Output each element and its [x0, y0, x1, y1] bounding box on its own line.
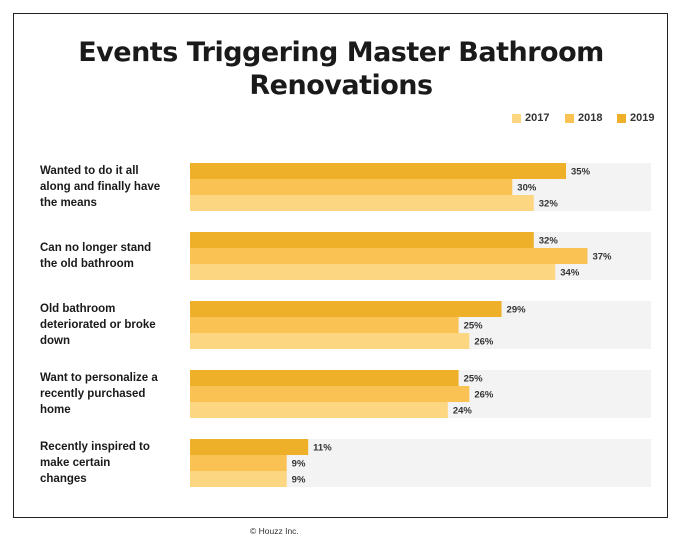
data-label-2017: 32% [539, 199, 559, 210]
category-label-line: Wanted to do it all [40, 165, 139, 177]
chart-title-line-1: Events Triggering Master Bathroom [78, 37, 604, 68]
data-label-2017: 24% [453, 406, 473, 417]
category-label: Can no longer stand the old bathroom [40, 240, 180, 272]
data-label-2019: 32% [539, 236, 559, 247]
category-label-line: Can no longer stand [40, 242, 152, 254]
data-label-2017: 9% [292, 475, 306, 486]
legend-label-2018: 2018 [578, 112, 603, 124]
category-label-line: changes [40, 473, 87, 485]
bar-2017 [190, 195, 534, 211]
legend-item-2019: 2019 [617, 112, 654, 124]
data-label-2017: 26% [474, 337, 494, 348]
category-label-line: Old bathroom [40, 303, 116, 315]
category-label-line: deteriorated or broke [40, 319, 156, 331]
copyright-footer: © Houzz Inc. [250, 526, 299, 536]
bar-2017 [190, 333, 470, 349]
legend-label-2019: 2019 [630, 112, 655, 124]
bar-2018 [190, 386, 470, 402]
bar-2017 [190, 471, 287, 487]
bar-2018 [190, 455, 287, 471]
category-label-line: home [40, 404, 71, 416]
data-label-2018: 9% [292, 459, 306, 470]
category-label-line: the old bathroom [40, 258, 134, 270]
chart-title: Events Triggering Master Bathroom Renova… [0, 36, 682, 102]
data-label-2018: 25% [464, 321, 484, 332]
category-label: Old bathroom deteriorated or broke down [40, 301, 180, 349]
data-label-2019: 25% [464, 374, 484, 385]
legend-swatch-2019 [617, 113, 626, 123]
legend-label-2017: 2017 [525, 112, 550, 124]
data-label-2018: 37% [592, 252, 612, 263]
category-label-line: Want to personalize a [40, 372, 158, 384]
data-label-2017: 34% [560, 268, 580, 279]
bar-2019 [190, 301, 502, 317]
category-label-line: the means [40, 197, 97, 209]
bar-2017 [190, 264, 556, 280]
category-label: Recently inspired to make certain changes [40, 439, 180, 487]
legend-item-2018: 2018 [565, 112, 602, 124]
category-label-line: along and finally have [40, 181, 161, 193]
category-label-line: recently purchased [40, 388, 146, 400]
data-label-2019: 29% [507, 305, 527, 316]
bar-2018 [190, 248, 588, 264]
category-label: Want to personalize a recently purchased h… [40, 370, 180, 418]
category-label: Wanted to do it all along and finally hav… [40, 163, 180, 211]
data-label-2019: 11% [313, 443, 332, 454]
chart-legend: 2017 2018 2019 [0, 112, 682, 128]
bar-2019 [190, 439, 309, 455]
chart-title-line-2: Renovations [249, 70, 433, 101]
bar-2019 [190, 232, 534, 248]
bar-2017 [190, 402, 448, 418]
data-label-2019: 35% [571, 167, 591, 178]
data-label-2018: 30% [517, 183, 537, 194]
bar-2018 [190, 317, 459, 333]
data-label-2018: 26% [474, 390, 494, 401]
legend-swatch-2017 [512, 113, 521, 123]
bar-2018 [190, 179, 513, 195]
legend-swatch-2018 [565, 113, 574, 123]
bar-2019 [190, 163, 566, 179]
bar-2019 [190, 370, 459, 386]
category-label-line: down [40, 335, 71, 347]
category-label-line: Recently inspired to [40, 441, 150, 453]
chart-frame [13, 13, 668, 518]
category-label-line: make certain [40, 457, 111, 469]
legend-item-2017: 2017 [512, 112, 549, 124]
